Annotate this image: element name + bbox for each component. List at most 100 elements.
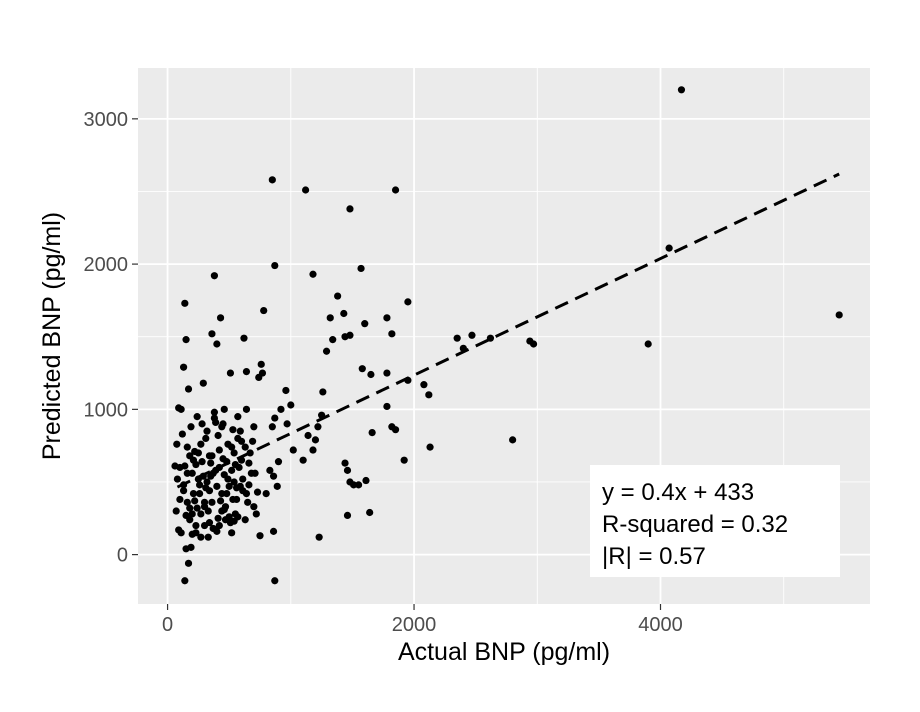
data-point [220,505,228,514]
data-point [173,475,182,483]
data-point [188,530,196,538]
data-point [229,426,237,434]
data-point [182,336,190,344]
data-point [186,516,194,524]
data-point [341,459,349,467]
data-point [262,490,270,498]
data-point [314,423,322,431]
data-point [220,405,228,413]
data-point [269,472,278,480]
data-point [189,490,198,498]
data-point [644,340,652,348]
data-point [203,427,211,435]
annotation-box [590,465,840,577]
data-point [271,261,279,270]
data-point [250,423,258,431]
data-point [216,497,225,505]
data-point [179,363,188,371]
data-point [260,306,268,315]
data-point [271,577,279,585]
data-point [383,369,391,377]
data-point [677,86,686,94]
data-point [215,446,223,454]
data-point [266,466,274,474]
data-point [176,495,184,504]
data-point [242,490,251,498]
data-point [199,379,207,387]
data-point [223,490,231,498]
data-point [329,336,337,344]
data-point [230,478,238,486]
data-point [391,186,400,194]
data-point [240,334,248,342]
data-point [453,334,461,342]
data-point [426,443,434,451]
data-point [181,577,189,585]
data-point [256,532,264,540]
data-point [219,455,227,463]
data-point [400,456,408,464]
data-point [319,388,327,396]
data-point [366,508,374,517]
data-point [218,490,226,498]
data-point [208,498,216,506]
data-point [197,440,205,448]
data-point [420,381,428,389]
annotation-line-r: |R| = 0.57 [602,543,706,570]
data-point [196,481,204,489]
data-point [241,443,249,451]
data-point [242,367,251,376]
data-point [183,498,191,506]
data-point [202,434,210,443]
data-point [194,449,202,457]
data-point [486,334,495,342]
data-point [425,391,433,399]
data-point [215,521,223,530]
data-point [274,458,283,466]
trend-line [176,172,840,489]
data-point [188,469,196,477]
data-point [301,186,310,194]
data-point [228,443,236,451]
data-point [191,497,199,505]
data-point [210,272,219,280]
data-point [213,340,221,348]
annotation-line-equation: y = 0.4x + 433 [602,479,754,506]
data-point [249,437,257,445]
data-point [210,408,219,416]
data-point [242,405,251,413]
data-point [268,176,276,184]
data-point [179,487,188,495]
data-point [289,446,297,454]
data-point [665,244,673,252]
data-point [309,446,317,454]
data-point [202,484,210,492]
data-point [228,466,236,474]
data-point [213,482,221,490]
data-point [245,481,253,489]
data-point [230,449,238,457]
data-point [251,469,259,477]
x-tick-label: 4000 [638,614,683,636]
data-point [187,543,195,551]
data-point [357,264,365,273]
data-point [184,559,193,567]
data-point [192,521,200,530]
data-point [197,533,205,541]
data-point [236,427,244,435]
data-point [368,428,376,437]
data-point [187,423,195,431]
data-point [287,401,295,409]
data-point [341,333,349,341]
data-point [388,423,396,431]
data-point [184,385,193,393]
data-point [183,469,191,477]
data-point [175,526,183,534]
data-point [188,510,196,518]
data-point [207,472,215,480]
x-tick-label: 2000 [392,614,437,636]
data-point [209,524,217,533]
data-point [208,452,216,460]
data-point [173,440,181,448]
data-point [210,414,219,422]
